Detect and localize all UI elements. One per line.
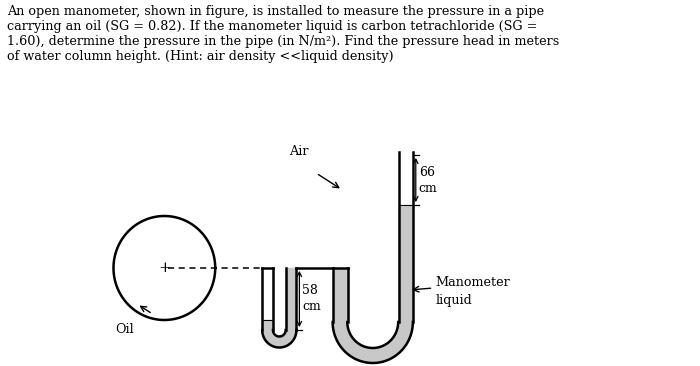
Bar: [262, 320, 273, 330]
Bar: [332, 268, 349, 322]
Text: An open manometer, shown in figure, is installed to measure the pressure in a pi: An open manometer, shown in figure, is i…: [7, 5, 559, 63]
Polygon shape: [262, 330, 296, 347]
Text: Oil: Oil: [116, 323, 134, 336]
Bar: [286, 268, 296, 330]
Text: 66
cm: 66 cm: [419, 165, 438, 194]
Text: +: +: [158, 261, 171, 275]
Text: Air: Air: [288, 145, 308, 158]
Text: 58
cm: 58 cm: [302, 284, 321, 314]
Text: Manometer
liquid: Manometer liquid: [435, 276, 510, 307]
Polygon shape: [332, 322, 413, 363]
Bar: [399, 205, 413, 322]
